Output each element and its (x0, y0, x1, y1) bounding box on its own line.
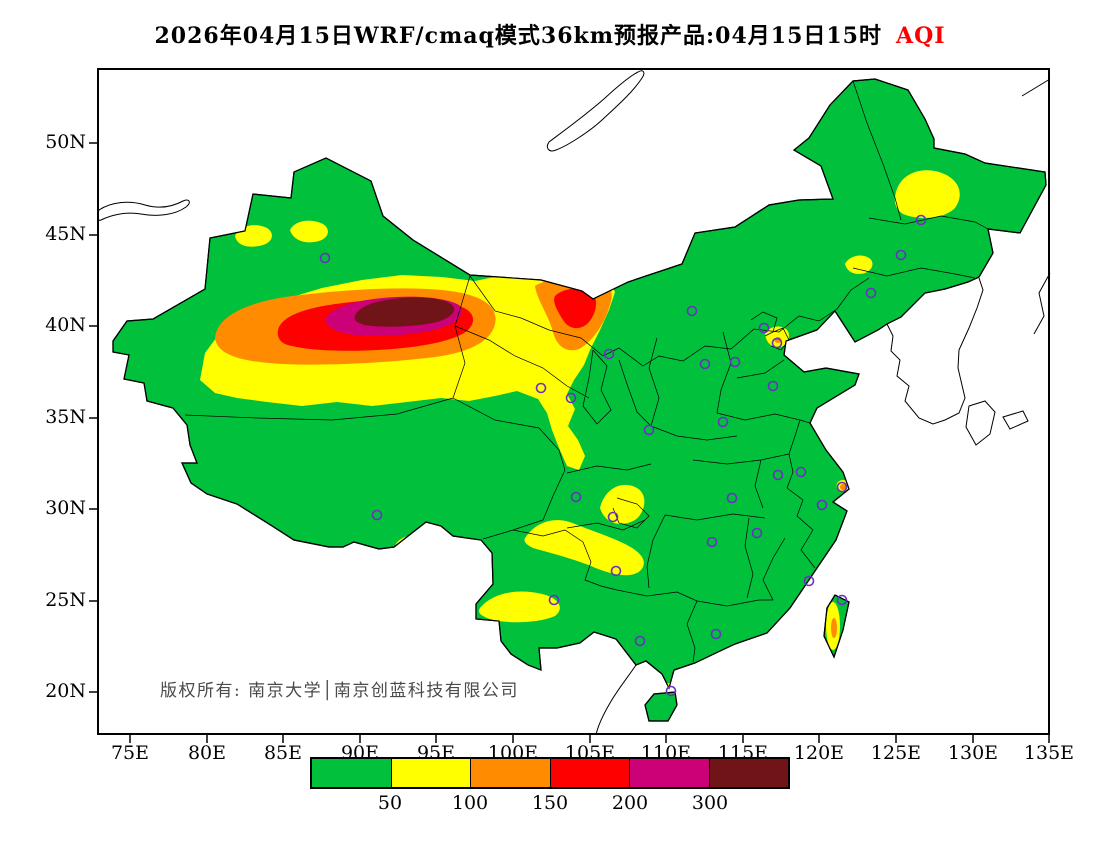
copyright-note: 版权所有: 南京大学│南京创蓝科技有限公司 (160, 680, 519, 701)
city-marker (699, 358, 711, 370)
x-tick-label: 85E (263, 742, 303, 764)
y-tick-label: 45N (45, 223, 86, 245)
colorbar-cell (470, 759, 550, 787)
city-marker (816, 499, 828, 511)
province-borders (184, 80, 989, 663)
city-markers (319, 214, 927, 697)
city-marker (836, 481, 848, 493)
city-marker (729, 356, 741, 368)
colorbar-cell (629, 759, 709, 787)
colorbar-cell (312, 759, 391, 787)
city-marker (751, 527, 763, 539)
colorbar-cell (390, 759, 470, 787)
aqi-spot-orange-taiwan (831, 618, 837, 638)
city-marker (607, 511, 619, 523)
colorbar-cell (708, 759, 788, 787)
axis-ticks (89, 142, 1050, 743)
china-region (112, 78, 1047, 722)
city-marker (610, 565, 622, 577)
aqi-spot-orange-shanghai (840, 484, 846, 490)
city-marker (565, 392, 577, 404)
city-marker (570, 491, 582, 503)
colorbar-threshold-label: 100 (451, 792, 489, 814)
kyushu-outline (965, 400, 996, 446)
title-main: 2026年04月15日WRF/cmaq模式36km预报产品:04月15日15时 (154, 23, 882, 49)
x-tick-label: 80E (187, 742, 227, 764)
lake-balkhash-outline (97, 199, 190, 221)
x-tick-label: 125E (870, 742, 922, 764)
city-marker (803, 575, 815, 587)
city-marker (603, 348, 615, 360)
x-tick-label: 135E (1023, 742, 1075, 764)
y-tick-label: 30N (45, 497, 86, 519)
city-marker (710, 628, 722, 640)
city-marker (371, 509, 383, 521)
colorbar (310, 757, 790, 789)
city-marker (665, 685, 677, 697)
city-marker (836, 594, 848, 606)
city-marker (767, 380, 779, 392)
lake-baikal-outline (546, 70, 645, 152)
x-tick-label: 120E (793, 742, 845, 764)
y-tick-label: 25N (45, 589, 86, 611)
colorbar-threshold-label: 300 (691, 792, 729, 814)
city-marker (706, 536, 718, 548)
city-marker (795, 466, 807, 478)
neighbor-coastlines (97, 70, 1051, 736)
korea-coastline (886, 277, 984, 425)
sakhalin-coast-line (1021, 78, 1051, 97)
colorbar-threshold-label: 200 (611, 792, 649, 814)
city-marker (771, 337, 783, 349)
page-title: 2026年04月15日WRF/cmaq模式36km预报产品:04月15日15时 A… (0, 18, 1100, 50)
title-pollutant-label: AQI (896, 23, 946, 49)
city-marker (643, 424, 655, 436)
shikoku-outline (1002, 410, 1029, 430)
city-marker (717, 416, 729, 428)
city-marker (895, 249, 907, 261)
y-tick-label: 40N (45, 314, 86, 336)
city-marker (548, 594, 560, 606)
china-aqi-map: 版权所有: 南京大学│南京创蓝科技有限公司 (89, 68, 1051, 743)
colorbar-threshold-label: 150 (531, 792, 569, 814)
y-tick-label: 20N (45, 680, 86, 702)
colorbar-cell (549, 759, 629, 787)
y-tick-label: 35N (45, 406, 86, 428)
y-tick-label: 50N (45, 131, 86, 153)
city-marker (634, 635, 646, 647)
aqi-contours (184, 80, 989, 691)
city-marker (319, 252, 331, 264)
city-marker (915, 214, 927, 226)
aqi-band-yellow (200, 170, 960, 623)
city-marker (865, 287, 877, 299)
city-marker (726, 492, 738, 504)
city-marker (535, 382, 547, 394)
city-marker (686, 305, 698, 317)
city-marker (772, 469, 784, 481)
x-tick-label: 130E (947, 742, 999, 764)
x-tick-label: 75E (110, 742, 150, 764)
vietnam-coastline (595, 664, 637, 736)
aqi-band-maroon (354, 297, 455, 327)
honshu-coastline (1033, 272, 1051, 335)
plot-frame (97, 68, 1050, 735)
colorbar-threshold-label: 50 (377, 792, 403, 814)
city-marker (758, 322, 770, 334)
